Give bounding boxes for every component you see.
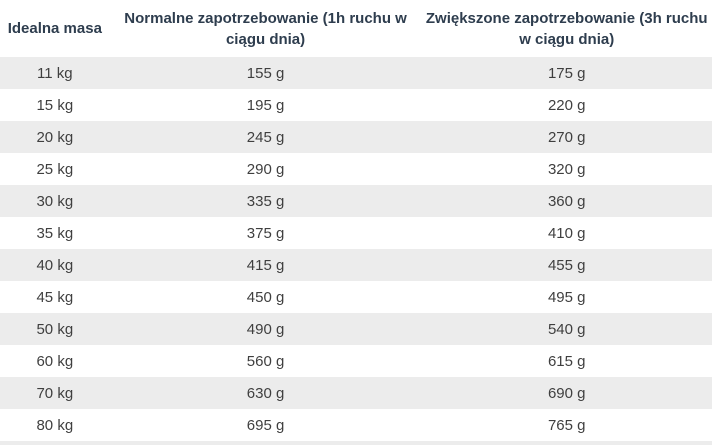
table-row: 20 kg 245 g 270 g [0, 121, 712, 153]
increased-requirement-cell: 495 g [547, 288, 586, 306]
ideal-mass-cell: 60 kg [36, 352, 74, 370]
increased-requirement-cell: 765 g [547, 416, 586, 434]
increased-requirement-cell: 615 g [547, 352, 586, 370]
normal-requirement-cell: 630 g [246, 384, 285, 402]
column-header-normal-requirement: Normalne zapotrzebowanie (1h ruchu w cią… [124, 9, 407, 48]
normal-requirement-cell: 195 g [246, 96, 285, 114]
normal-requirement-cell: 490 g [246, 320, 285, 338]
table-row: 45 kg 450 g 495 g [0, 281, 712, 313]
increased-requirement-cell: 320 g [547, 160, 586, 178]
table-body: 11 kg 155 g 175 g 15 kg 195 g 220 g 20 k… [0, 57, 712, 441]
normal-requirement-cell: 695 g [246, 416, 285, 434]
column-header-ideal-mass: Idealna masa [7, 20, 102, 37]
normal-requirement-cell: 560 g [246, 352, 285, 370]
ideal-mass-cell: 45 kg [36, 288, 74, 306]
ideal-mass-cell: 40 kg [36, 256, 74, 274]
ideal-mass-cell: 25 kg [36, 160, 74, 178]
ideal-mass-cell: 20 kg [36, 128, 74, 146]
table-row: 40 kg 415 g 455 g [0, 249, 712, 281]
normal-requirement-cell: 415 g [246, 256, 285, 274]
increased-requirement-cell: 270 g [547, 128, 586, 146]
ideal-mass-cell: 50 kg [36, 320, 74, 338]
table-row: 25 kg 290 g 320 g [0, 153, 712, 185]
column-header-increased-requirement: Zwiększone zapotrzebowanie (3h ruchu w c… [425, 9, 708, 48]
table-row: 50 kg 490 g 540 g [0, 313, 712, 345]
normal-requirement-cell: 290 g [246, 160, 285, 178]
table-row: 70 kg 630 g 690 g [0, 377, 712, 409]
next-row-peek [0, 441, 712, 445]
table-row: 35 kg 375 g 410 g [0, 217, 712, 249]
ideal-mass-cell: 80 kg [36, 416, 74, 434]
increased-requirement-cell: 455 g [547, 256, 586, 274]
table-row: 11 kg 155 g 175 g [0, 57, 712, 89]
ideal-mass-cell: 70 kg [36, 384, 74, 402]
normal-requirement-cell: 450 g [246, 288, 285, 306]
table-row: 30 kg 335 g 360 g [0, 185, 712, 217]
ideal-mass-cell: 11 kg [37, 64, 73, 82]
increased-requirement-cell: 540 g [547, 320, 586, 338]
table-header-row: Idealna masa Normalne zapotrzebowanie (1… [0, 0, 712, 57]
normal-requirement-cell: 155 g [246, 64, 285, 82]
table-row: 80 kg 695 g 765 g [0, 409, 712, 441]
normal-requirement-cell: 245 g [246, 128, 285, 146]
increased-requirement-cell: 220 g [547, 96, 586, 114]
normal-requirement-cell: 375 g [246, 224, 285, 242]
increased-requirement-cell: 690 g [547, 384, 586, 402]
normal-requirement-cell: 335 g [246, 192, 285, 210]
ideal-mass-cell: 15 kg [36, 96, 74, 114]
ideal-mass-cell: 30 kg [36, 192, 74, 210]
increased-requirement-cell: 360 g [547, 192, 586, 210]
increased-requirement-cell: 410 g [547, 224, 586, 242]
ideal-mass-cell: 35 kg [36, 224, 74, 242]
increased-requirement-cell: 175 g [547, 64, 586, 82]
table-row: 15 kg 195 g 220 g [0, 89, 712, 121]
table-row: 60 kg 560 g 615 g [0, 345, 712, 377]
